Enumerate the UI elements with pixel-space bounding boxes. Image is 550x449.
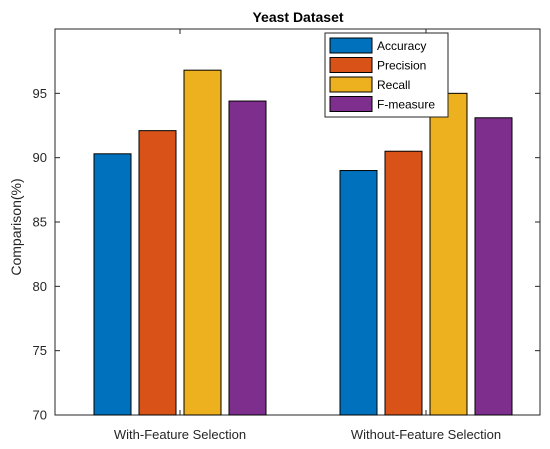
legend-swatch-recall <box>329 76 373 93</box>
bars-group <box>93 69 513 416</box>
legend-label-precision: Precision <box>377 59 426 73</box>
bar-precision-1 <box>138 130 177 416</box>
bar-f-measure-2 <box>474 117 513 416</box>
bar-f-measure-1 <box>228 100 267 416</box>
y-tick-label: 90 <box>33 150 47 165</box>
legend-label-accuracy: Accuracy <box>377 39 426 53</box>
y-axis-label: Comparison(%) <box>8 178 24 275</box>
legend-label-recall: Recall <box>377 78 410 92</box>
y-tick-label: 70 <box>33 408 47 423</box>
axes-group: 70 75 80 85 90 95 With-Feature Selection Withou… <box>33 29 540 442</box>
legend-swatch-f-measure <box>329 96 373 112</box>
y-tick-label: 85 <box>33 215 47 230</box>
bar-accuracy-2 <box>339 170 378 416</box>
bar-precision-2 <box>384 150 423 416</box>
legend: Accuracy Precision Recall F-measure <box>324 32 449 118</box>
y-tick-label: 95 <box>33 86 47 101</box>
x-tick-label: With-Feature Selection <box>114 427 246 442</box>
bar-recall-1 <box>183 69 222 416</box>
y-tick-label: 75 <box>33 343 47 358</box>
bar-accuracy-1 <box>93 153 132 416</box>
bar-recall-2 <box>429 92 468 416</box>
y-tick-label: 80 <box>33 279 47 294</box>
legend-swatch-precision <box>329 57 373 73</box>
legend-swatch-accuracy <box>329 37 373 54</box>
x-tick-label: Without-Feature Selection <box>351 427 501 442</box>
chart-title: Yeast Dataset <box>252 9 343 25</box>
legend-label-f-measure: F-measure <box>377 98 435 112</box>
